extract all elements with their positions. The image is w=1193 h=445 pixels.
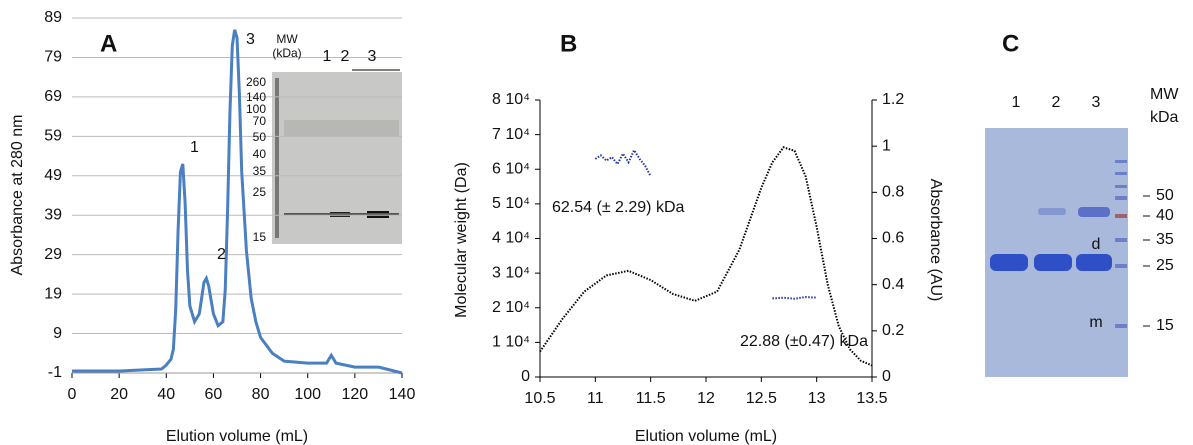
y2-tick-label: 0 bbox=[882, 368, 891, 385]
y2-tick-label: 0.6 bbox=[882, 230, 904, 247]
band bbox=[1038, 208, 1066, 215]
annotation: 62.54 (± 2.29) kDa bbox=[552, 199, 685, 216]
band bbox=[1034, 254, 1072, 271]
panel-label: B bbox=[560, 30, 577, 57]
marker-label: 100 bbox=[246, 102, 266, 116]
band bbox=[1076, 254, 1112, 271]
band bbox=[990, 254, 1028, 271]
faint-bands bbox=[284, 120, 399, 136]
x-tick-label: 40 bbox=[157, 386, 175, 403]
y-tick-label: 29 bbox=[44, 246, 62, 263]
marker-label: 260 bbox=[246, 75, 266, 89]
annotation: 3 bbox=[246, 31, 255, 48]
annotation: 2 bbox=[217, 246, 226, 263]
y2-axis-title: Absorbance (AU) bbox=[927, 179, 944, 302]
y2-tick-label: 0.4 bbox=[882, 276, 904, 293]
y2-tick-label: 0.8 bbox=[882, 184, 904, 201]
marker-label: 50 bbox=[1156, 187, 1174, 204]
marker-label: 35 bbox=[253, 164, 267, 178]
marker-label: 15 bbox=[1156, 317, 1174, 334]
mw-title: (kDa) bbox=[272, 46, 301, 60]
band-label: m bbox=[1089, 314, 1102, 331]
lane-label: 3 bbox=[368, 48, 377, 65]
series-line bbox=[594, 148, 652, 177]
y-tick-label: 4 10⁴ bbox=[492, 230, 530, 247]
panel-label: C bbox=[1002, 30, 1019, 57]
lane-label: 2 bbox=[341, 48, 350, 65]
x-tick-label: 80 bbox=[252, 386, 270, 403]
x-axis-title: Elution volume (mL) bbox=[635, 428, 777, 445]
annotation: 1 bbox=[190, 139, 199, 156]
mw-title: MW bbox=[1150, 86, 1179, 103]
marker-label: 70 bbox=[253, 114, 267, 128]
y-tick-label: 1 10⁴ bbox=[492, 334, 530, 351]
y-tick-label: 8 10⁴ bbox=[492, 91, 530, 108]
y-tick-label: 2 10⁴ bbox=[492, 299, 530, 316]
panel-label: A bbox=[100, 30, 117, 57]
band-label: d bbox=[1092, 236, 1101, 253]
marker-label: 140 bbox=[246, 90, 266, 104]
x-tick-label: 12.5 bbox=[746, 390, 777, 407]
x-tick-label: 13.5 bbox=[856, 390, 887, 407]
gel bbox=[985, 128, 1128, 377]
y-tick-label: 49 bbox=[44, 167, 62, 184]
lane-label: 2 bbox=[1052, 94, 1061, 111]
annotation: 22.88 (±0.47) kDa bbox=[740, 333, 868, 350]
band bbox=[284, 213, 399, 215]
marker-label: 35 bbox=[1156, 231, 1174, 248]
x-tick-label: 60 bbox=[205, 386, 223, 403]
y-tick-label: 59 bbox=[44, 128, 62, 145]
x-tick-label: 11 bbox=[587, 390, 604, 407]
y2-tick-label: 0.2 bbox=[882, 322, 904, 339]
y-tick-label: 3 10⁴ bbox=[492, 264, 530, 281]
y-tick-label: 7 10⁴ bbox=[492, 126, 530, 143]
x-tick-label: 20 bbox=[110, 386, 128, 403]
y2-tick-label: 1 bbox=[882, 137, 891, 154]
y-tick-label: 89 bbox=[44, 9, 62, 26]
ladder bbox=[1115, 160, 1127, 328]
x-tick-label: 10.5 bbox=[524, 390, 555, 407]
x-tick-label: 13 bbox=[808, 390, 826, 407]
y2-tick-label: 1.2 bbox=[882, 91, 904, 108]
y-tick-label: 5 10⁴ bbox=[492, 195, 530, 212]
x-tick-label: 0 bbox=[68, 386, 77, 403]
lane-label: 1 bbox=[323, 48, 332, 65]
x-axis-title: Elution volume (mL) bbox=[166, 428, 308, 445]
x-tick-label: 100 bbox=[294, 386, 321, 403]
lane-label: 1 bbox=[1012, 94, 1021, 111]
series-line bbox=[72, 29, 403, 375]
y-tick-label: 6 10⁴ bbox=[492, 160, 530, 177]
marker-label: 50 bbox=[253, 130, 267, 144]
x-tick-label: 11.5 bbox=[636, 390, 666, 407]
y-tick-label: 69 bbox=[44, 88, 62, 105]
inset-gel bbox=[272, 72, 402, 244]
marker-label: 40 bbox=[1156, 207, 1174, 224]
y-tick-label: 19 bbox=[44, 285, 62, 302]
y-tick-label: 79 bbox=[44, 49, 62, 66]
y-tick-label: 0 bbox=[521, 368, 530, 385]
marker-label: 25 bbox=[253, 185, 267, 199]
mw-title: MW bbox=[276, 32, 298, 46]
ladder bbox=[275, 78, 279, 238]
lane-label: 3 bbox=[1092, 94, 1101, 111]
y-tick-label: 39 bbox=[44, 206, 62, 223]
y-tick-label: 9 bbox=[53, 325, 62, 342]
y-tick-label: -1 bbox=[48, 364, 62, 381]
marker-label: 25 bbox=[1156, 257, 1174, 274]
mw-title: kDa bbox=[1150, 109, 1179, 126]
x-tick-label: 12 bbox=[697, 390, 715, 407]
x-tick-label: 120 bbox=[342, 386, 369, 403]
x-tick-label: 140 bbox=[389, 386, 416, 403]
marker-label: 40 bbox=[253, 147, 267, 161]
marker-label: 15 bbox=[253, 230, 267, 244]
y-axis-title: Molecular weight (Da) bbox=[453, 162, 470, 318]
y-axis-title: Absorbance at 280 nm bbox=[9, 115, 26, 276]
band bbox=[1078, 207, 1110, 217]
series-line bbox=[772, 296, 817, 300]
